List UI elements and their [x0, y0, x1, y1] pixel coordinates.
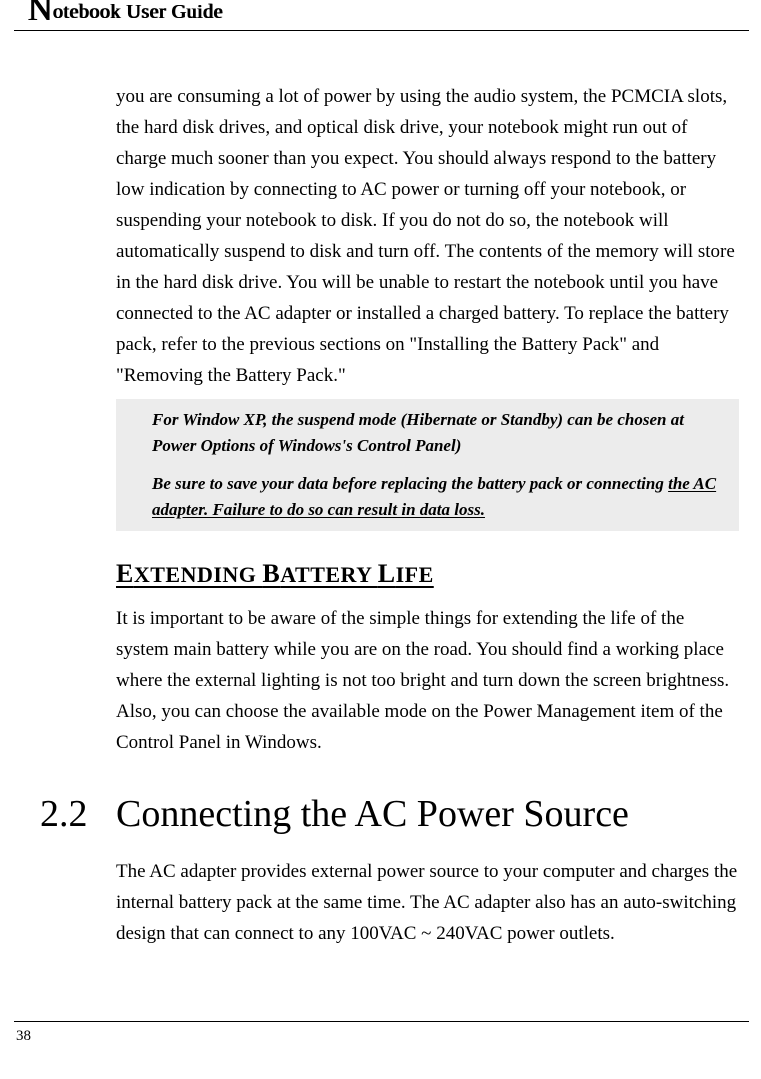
body-paragraph-1: you are consuming a lot of power by usin… — [116, 81, 739, 391]
page: Notebook User Guide you are consuming a … — [0, 0, 761, 1079]
note-text-1: For Window XP, the suspend mode (Hiberna… — [152, 407, 727, 459]
header-title: Notebook User Guide — [28, 1, 223, 23]
note-row-2: Be sure to save your data before replaci… — [116, 471, 727, 523]
chapter-title: Connecting the AC Power Source — [116, 792, 629, 836]
page-number: 38 — [14, 1028, 749, 1045]
note-text-2: Be sure to save your data before replaci… — [152, 471, 727, 523]
page-header: Notebook User Guide — [14, 0, 749, 31]
note-block: For Window XP, the suspend mode (Hiberna… — [116, 399, 739, 531]
section-heading-extending: EXTENDING BATTERY LIFE — [116, 559, 739, 589]
header-rest: otebook User Guide — [53, 1, 223, 23]
chapter-number: 2.2 — [20, 792, 116, 836]
note-row-1: For Window XP, the suspend mode (Hiberna… — [116, 407, 727, 471]
body-paragraph-2: It is important to be aware of the simpl… — [116, 603, 739, 758]
body-paragraph-3: The AC adapter provides external power s… — [116, 856, 739, 949]
body: you are consuming a lot of power by usin… — [0, 31, 761, 949]
chapter-row: 2.2 Connecting the AC Power Source — [20, 792, 739, 836]
header-dropcap: N — [28, 0, 53, 28]
note-text-2a: Be sure to save your data before replaci… — [152, 474, 668, 493]
page-footer: 38 — [14, 1021, 749, 1045]
